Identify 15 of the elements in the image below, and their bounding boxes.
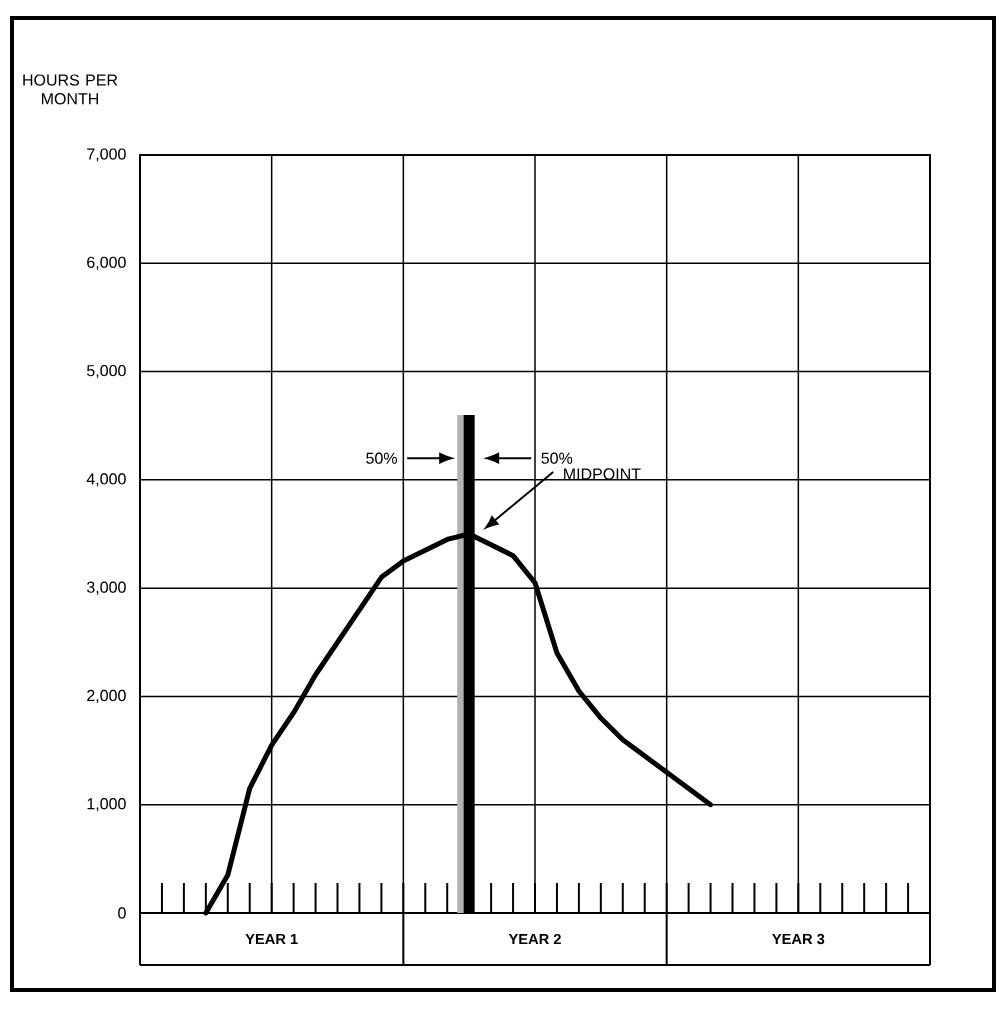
annotation: 50% <box>366 452 397 464</box>
text: YEAR 1 <box>245 933 298 945</box>
y-tick-label: 4,000 <box>86 473 126 487</box>
y-tick-label: 0 <box>118 907 126 919</box>
text: YEAR 3 <box>772 933 825 945</box>
text: YEAR 2 <box>508 933 561 945</box>
y-tick-label: 7,000 <box>87 148 126 162</box>
y-tick-label: 5,000 <box>87 364 126 379</box>
y-tick-label: 2,000 <box>87 689 126 704</box>
y-axis-title: HOURS PER MONTH <box>23 74 118 105</box>
y-tick-label: 3,000 <box>86 581 126 595</box>
annotation: MIDPOINT <box>564 468 641 480</box>
annotation: 50% <box>541 452 573 464</box>
y-tick-label: 6,000 <box>87 256 126 270</box>
y-tick-label: 1,000 <box>87 798 126 812</box>
